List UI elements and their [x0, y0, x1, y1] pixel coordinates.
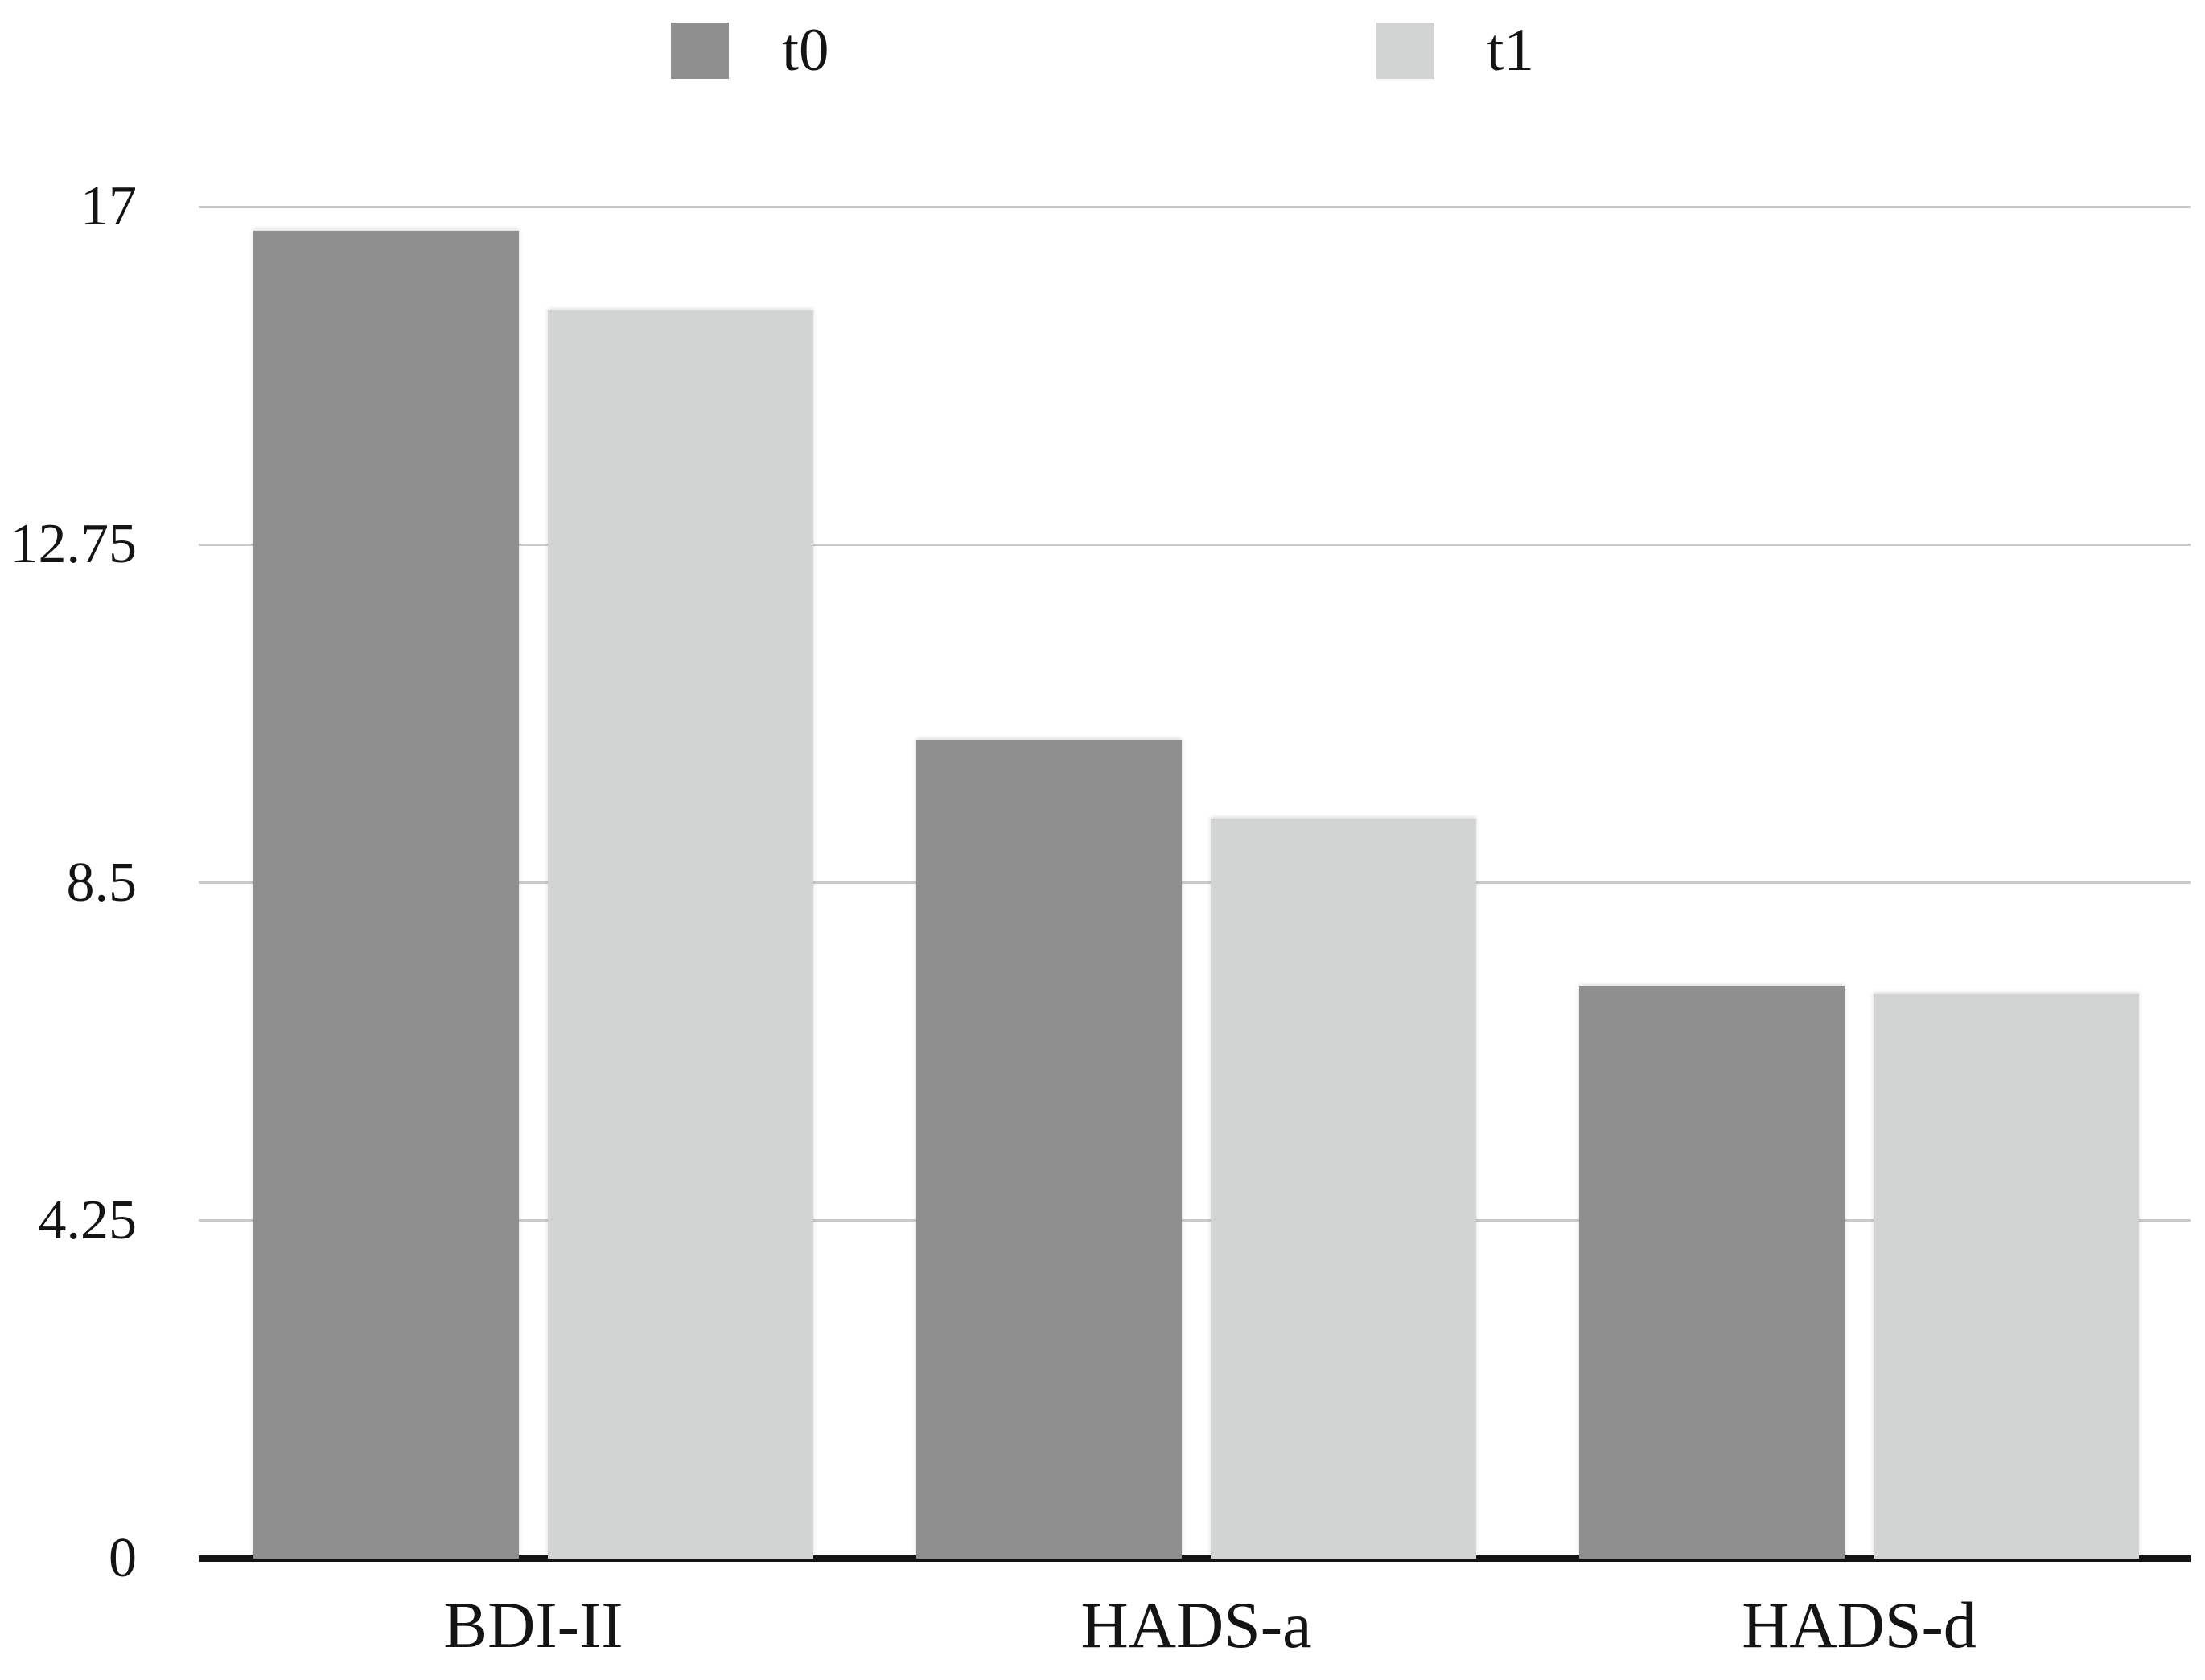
x-axis-label-BDI-II: BDI-II — [443, 1588, 623, 1662]
y-tick-label-17: 17 — [80, 175, 137, 237]
gridline-12.75 — [199, 543, 2191, 546]
y-tick-label-0: 0 — [109, 1527, 137, 1589]
legend-item-t1: t1 — [1376, 20, 1534, 80]
y-tick-label-8.5: 8.5 — [66, 851, 138, 914]
gridline-4.25 — [199, 1219, 2191, 1222]
plot-area — [199, 205, 2191, 1562]
x-axis-label-HADS-a: HADS-a — [1080, 1588, 1312, 1662]
y-tick-label-12.75: 12.75 — [10, 513, 138, 576]
y-tick-label-4.25: 4.25 — [38, 1189, 138, 1251]
bar-t0-HADS-d — [1579, 986, 1845, 1559]
bar-t1-HADS-a — [1211, 819, 1476, 1559]
legend-label-t1: t1 — [1487, 17, 1534, 84]
gridline-17 — [199, 205, 2191, 208]
bar-t0-HADS-a — [916, 739, 1182, 1559]
legend-swatch-t1 — [1376, 22, 1434, 79]
chart-legend: t0 t1 — [0, 20, 2205, 80]
legend-label-t0: t0 — [782, 17, 829, 84]
x-axis-line — [199, 1555, 2191, 1562]
legend-swatch-t0 — [671, 22, 730, 79]
x-axis-label-HADS-d: HADS-d — [1742, 1588, 1977, 1662]
gridline-8.5 — [199, 881, 2191, 884]
bar-t0-BDI-II — [253, 230, 519, 1559]
bar-t1-HADS-d — [1874, 993, 2139, 1559]
legend-item-t0: t0 — [671, 20, 829, 80]
bar-t1-BDI-II — [548, 310, 813, 1559]
